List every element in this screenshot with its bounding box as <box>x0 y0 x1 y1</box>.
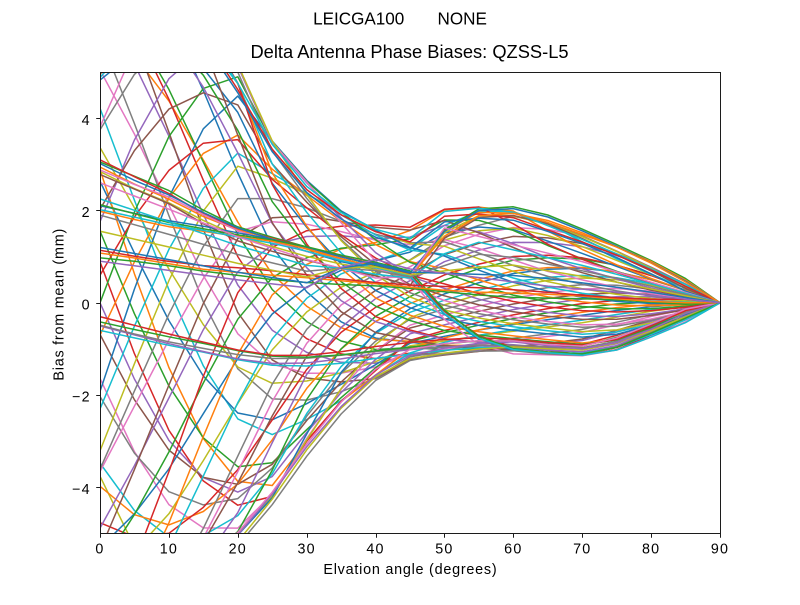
svg-text:40: 40 <box>366 542 384 558</box>
svg-text:0: 0 <box>82 297 91 313</box>
svg-text:60: 60 <box>504 542 522 558</box>
svg-text:80: 80 <box>642 542 660 558</box>
svg-text:−4: −4 <box>72 482 91 498</box>
svg-text:LEICGA100 NONE: LEICGA100 NONE <box>313 10 487 29</box>
svg-text:70: 70 <box>573 542 591 558</box>
svg-text:20: 20 <box>229 542 247 558</box>
svg-text:Bias from mean (mm): Bias from mean (mm) <box>52 228 68 381</box>
svg-text:10: 10 <box>160 542 178 558</box>
svg-text:−2: −2 <box>72 390 91 406</box>
svg-text:Elvation angle (degrees): Elvation angle (degrees) <box>323 562 497 578</box>
svg-text:0: 0 <box>95 542 104 558</box>
svg-text:4: 4 <box>82 113 91 129</box>
svg-text:90: 90 <box>711 542 729 558</box>
svg-text:Delta Antenna Phase Biases: QZ: Delta Antenna Phase Biases: QZSS-L5 <box>250 41 568 62</box>
svg-text:50: 50 <box>435 542 453 558</box>
svg-text:30: 30 <box>298 542 316 558</box>
svg-text:2: 2 <box>82 205 91 221</box>
